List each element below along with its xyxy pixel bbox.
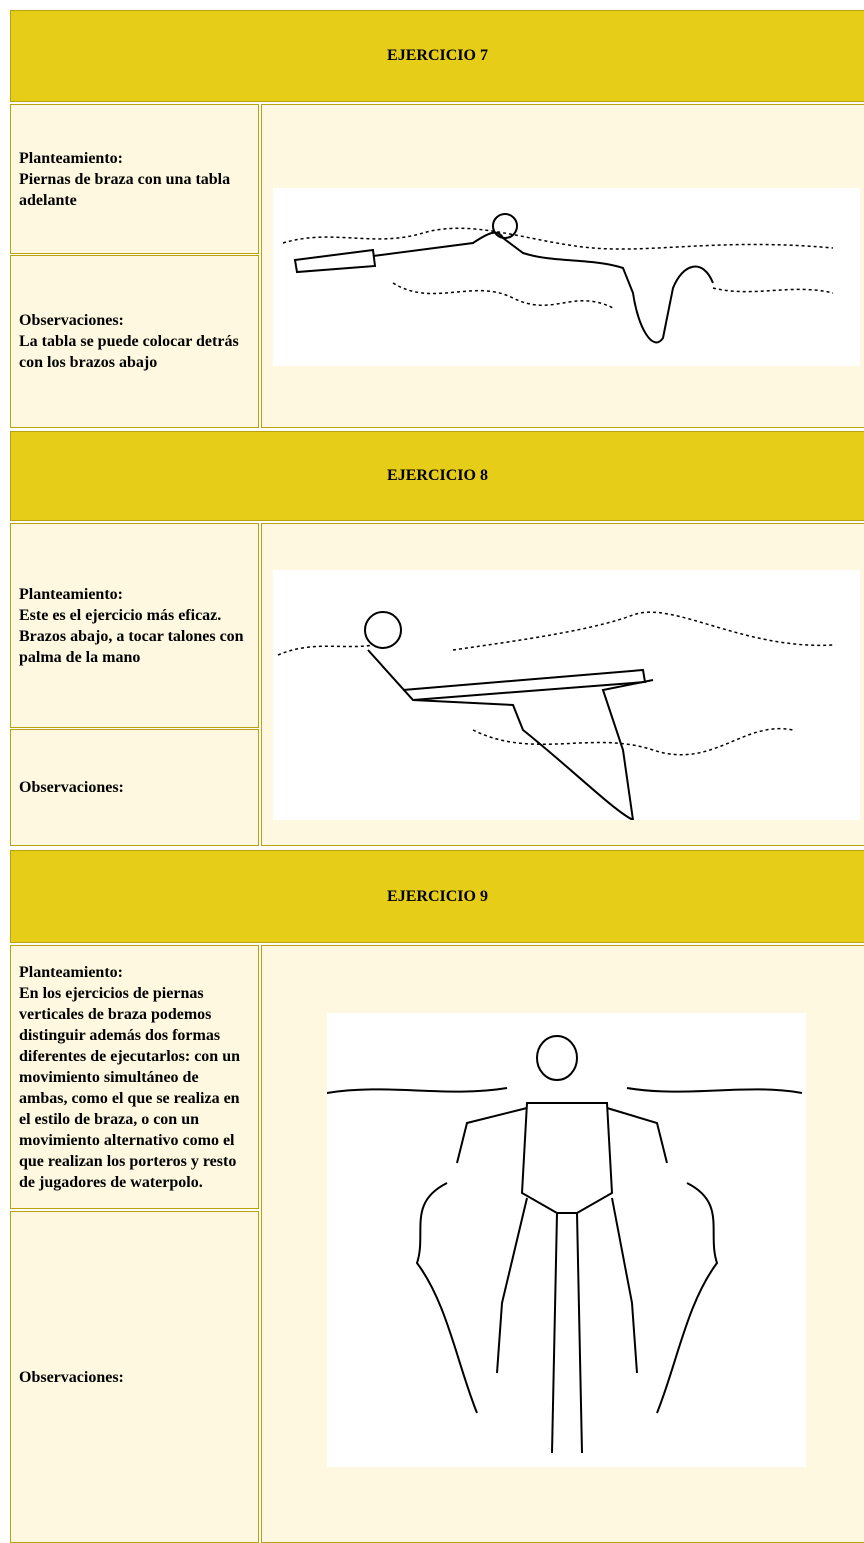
- label: Observaciones:: [19, 779, 124, 796]
- label: Planteamiento:: [19, 149, 123, 167]
- observaciones-cell: Observaciones:: [10, 729, 259, 846]
- swimmer-image: [327, 1013, 806, 1467]
- exercise-title: EJERCICIO 8: [10, 431, 864, 521]
- text: Piernas de braza con una tabla adelante: [19, 170, 231, 209]
- planteamiento-cell: Planteamiento: Piernas de braza con una t…: [10, 104, 259, 254]
- observaciones-cell: Observaciones: La tabla se puede colocar …: [10, 255, 259, 428]
- exercise-title: EJERCICIO 7: [10, 10, 864, 102]
- text: La tabla se puede colocar detrás con los…: [19, 333, 239, 371]
- text: En los ejercicios de piernas verticales …: [19, 984, 240, 1191]
- observaciones-cell: Observaciones:: [10, 1211, 259, 1543]
- exercise-title: EJERCICIO 9: [10, 850, 864, 943]
- label: Planteamiento:: [19, 585, 123, 603]
- label: Observaciones:: [19, 1368, 124, 1386]
- planteamiento-cell: Planteamiento: Este es el ejercicio más e…: [10, 523, 259, 728]
- text: Este es el ejercicio más eficaz. Brazos …: [19, 606, 244, 666]
- label: Planteamiento:: [19, 963, 123, 981]
- swimmer-image: [273, 570, 860, 820]
- label: Observaciones:: [19, 312, 124, 329]
- swimmer-image: [273, 188, 860, 366]
- planteamiento-cell: Planteamiento: En los ejercicios de piern…: [10, 945, 259, 1209]
